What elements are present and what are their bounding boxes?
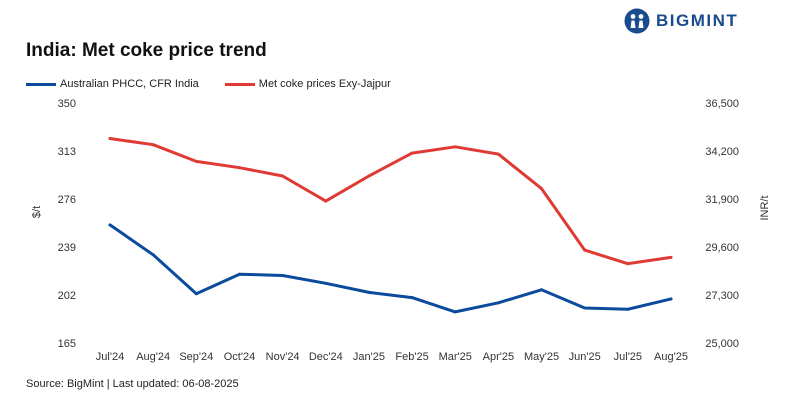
y-left-tick-label: 202 <box>58 290 76 302</box>
bigmint-people-icon <box>624 8 650 34</box>
data-point-phcc <box>583 306 587 310</box>
legend-item-met-coke: Met coke prices Exy-Jajpur <box>224 78 391 90</box>
data-point-met-coke <box>583 248 587 252</box>
data-point-phcc <box>626 307 630 311</box>
chart-title: India: Met coke price trend <box>26 40 267 61</box>
data-point-met-coke <box>626 262 630 266</box>
legend-label-met-coke: Met coke prices Exy-Jajpur <box>258 78 391 90</box>
legend-item-phcc: Australian PHCC, CFR India <box>26 78 199 90</box>
data-point-phcc <box>540 288 544 292</box>
x-tick-label: Mar'25 <box>439 351 472 363</box>
y-left-tick-label: 165 <box>58 338 76 350</box>
data-point-met-coke <box>453 145 457 149</box>
legend-swatch-met-coke <box>224 82 255 86</box>
x-tick-label: Jul'24 <box>96 351 124 363</box>
y-right-tick-label: 36,500 <box>705 98 739 110</box>
brand-logo: BIGMINT <box>624 6 738 36</box>
data-point-met-coke <box>151 143 155 147</box>
data-point-met-coke <box>194 159 198 163</box>
x-tick-label: Jul'25 <box>614 351 642 363</box>
data-point-met-coke <box>237 166 241 170</box>
data-point-phcc <box>281 274 285 278</box>
data-point-phcc <box>367 290 371 294</box>
x-tick-label: Sep'24 <box>179 351 213 363</box>
y-right-tick-label: 31,900 <box>705 194 739 206</box>
x-tick-label: Aug'25 <box>654 351 688 363</box>
data-point-met-coke <box>324 199 328 203</box>
legend-swatch-phcc <box>26 82 56 86</box>
y-right-axis-label: INR/t <box>759 195 771 220</box>
series-line-met-coke <box>108 137 673 266</box>
y-right-tick-label: 25,000 <box>705 338 739 350</box>
x-tick-label: Jun'25 <box>569 351 601 363</box>
y-left-tick-label: 239 <box>58 242 76 254</box>
x-tick-label: Dec'24 <box>309 351 343 363</box>
data-point-phcc <box>194 292 198 296</box>
x-tick-label: Nov'24 <box>266 351 300 363</box>
y-left-tick-label: 350 <box>58 98 76 110</box>
data-point-met-coke <box>669 255 673 259</box>
y-left-tick-label: 313 <box>58 146 76 158</box>
data-point-met-coke <box>281 174 285 178</box>
x-tick-label: Oct'24 <box>224 351 255 363</box>
x-tick-label: Jan'25 <box>353 351 385 363</box>
y-right-tick-label: 29,600 <box>705 242 739 254</box>
x-tick-label: May'25 <box>524 351 559 363</box>
data-point-phcc <box>151 253 155 257</box>
brand-name: BIGMINT <box>656 11 739 30</box>
data-point-met-coke <box>410 151 414 155</box>
data-point-met-coke <box>108 136 112 140</box>
x-tick-label: Aug'24 <box>136 351 170 363</box>
data-point-phcc <box>324 281 328 285</box>
data-point-met-coke <box>496 152 500 156</box>
y-right-tick-label: 27,300 <box>705 290 739 302</box>
y-right-tick-label: 34,200 <box>705 146 739 158</box>
data-point-phcc <box>496 301 500 305</box>
data-point-phcc <box>453 310 457 314</box>
data-point-met-coke <box>540 187 544 191</box>
x-tick-label: Apr'25 <box>483 351 514 363</box>
data-point-phcc <box>108 223 112 227</box>
data-point-phcc <box>410 296 414 300</box>
legend-label-phcc: Australian PHCC, CFR India <box>60 78 199 90</box>
data-point-met-coke <box>367 174 371 178</box>
source-note: Source: BigMint | Last updated: 06-08-20… <box>26 378 239 390</box>
legend: Australian PHCC, CFR India Met coke pric… <box>26 78 417 90</box>
series-line-phcc <box>108 223 673 314</box>
y-left-axis-label: $/t <box>31 206 43 218</box>
data-point-phcc <box>237 272 241 276</box>
y-left-tick-label: 276 <box>58 194 76 206</box>
data-point-phcc <box>669 297 673 301</box>
x-tick-label: Feb'25 <box>395 351 428 363</box>
